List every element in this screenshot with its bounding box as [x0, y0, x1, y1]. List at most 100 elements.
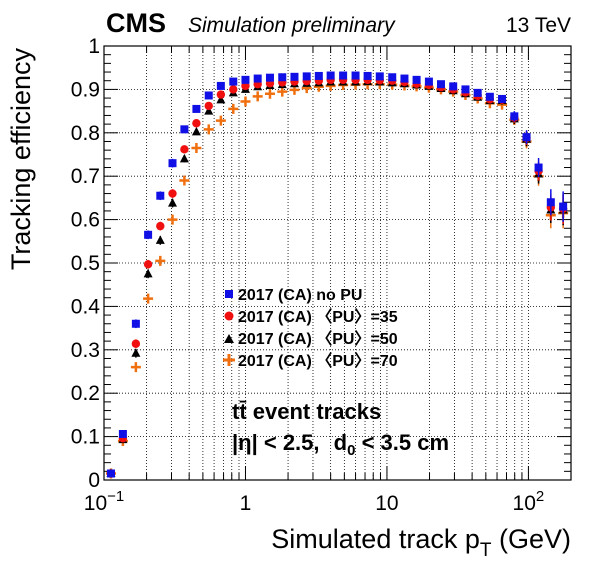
data-point-nopu	[449, 82, 458, 91]
marker-square	[559, 202, 568, 211]
marker-cross	[228, 103, 239, 114]
marker-cross	[277, 86, 288, 97]
x-axis-title-sub: T	[480, 540, 492, 561]
data-point-nopu	[106, 469, 115, 478]
data-point-pu70	[130, 362, 141, 373]
plot-frame	[103, 45, 572, 481]
data-point-pu35	[131, 339, 141, 349]
y-tick-label: 0.8	[71, 122, 100, 145]
data-point-nopu	[156, 191, 165, 201]
x-axis-title: Simulated track pT (GeV)	[271, 524, 571, 561]
marker-square	[449, 82, 458, 91]
marker-square	[351, 71, 360, 80]
status-label: Simulation preliminary	[188, 14, 396, 37]
legend-entry-pu50: 2017 (CA) 〈PU〉=50	[224, 330, 398, 348]
marker-triangle	[131, 348, 141, 357]
data-point-nopu	[510, 111, 519, 122]
y-tick-label: 0.1	[71, 426, 100, 449]
data-point-nopu	[400, 74, 409, 83]
x-tick-exponent: −1	[107, 488, 124, 505]
marker-square	[180, 125, 189, 134]
marker-square	[144, 230, 153, 239]
marker-square	[461, 85, 470, 94]
y-axis-title: Tracking efficiency	[6, 48, 36, 271]
marker-square	[412, 75, 421, 84]
data-point-nopu	[326, 71, 335, 80]
marker-square	[241, 75, 250, 84]
x-tick-labels: 10−1 1 10 102	[84, 488, 544, 515]
data-point-pu70	[240, 96, 251, 107]
marker-circle	[229, 85, 238, 94]
marker-circle	[180, 145, 189, 154]
legend-marker-cross	[223, 354, 235, 366]
legend-marker-square	[225, 290, 233, 298]
marker-cross	[252, 91, 263, 102]
data-point-pu70	[203, 124, 214, 135]
marker-square	[436, 80, 445, 89]
marker-square	[118, 429, 127, 438]
y-tick-label: 0.2	[71, 382, 100, 405]
data-point-nopu	[522, 130, 531, 145]
data-point-nopu	[375, 72, 384, 81]
data-point-pu70	[277, 86, 288, 97]
data-point-pu35	[143, 259, 153, 269]
marker-triangle	[179, 153, 189, 163]
data-point-nopu	[302, 72, 311, 81]
marker-square	[363, 71, 372, 80]
data-point-pu70	[252, 91, 263, 102]
data-point-pu70	[155, 255, 166, 266]
data-point-nopu	[131, 319, 140, 329]
data-point-nopu	[473, 88, 482, 97]
marker-square	[546, 198, 555, 207]
data-point-nopu	[534, 157, 543, 178]
marker-square	[204, 91, 213, 100]
legend-label-nopu: 2017 (CA) no PU	[238, 287, 362, 304]
axes	[103, 45, 572, 481]
x-tick-base: 10	[84, 492, 107, 515]
marker-cross	[191, 142, 202, 153]
x-tick-exponent: 2	[536, 488, 544, 505]
d0-cut-sub: 0	[347, 442, 355, 459]
data-point-pu35	[168, 189, 177, 198]
marker-cross	[143, 293, 154, 304]
marker-square	[424, 77, 433, 86]
legend-label-pu70: 2017 (CA) 〈PU〉=70	[238, 352, 398, 370]
data-point-nopu	[388, 73, 397, 82]
data-point-pu50	[155, 235, 165, 245]
data-point-pu50	[143, 268, 153, 279]
marker-square	[192, 104, 201, 113]
legend-label-pu50: 2017 (CA) 〈PU〉=50	[238, 330, 398, 348]
data-point-pu70	[143, 293, 154, 304]
legend-entry-nopu: 2017 (CA) no PU	[225, 287, 362, 304]
grid	[104, 46, 572, 480]
data-point-nopu	[339, 71, 348, 80]
marker-square	[400, 74, 409, 83]
marker-square	[326, 71, 335, 80]
data-point-nopu	[265, 73, 274, 82]
y-tick-label: 0.3	[71, 339, 100, 362]
marker-square	[522, 133, 531, 142]
data-point-nopu	[424, 77, 433, 86]
x-tick-base: 10	[513, 492, 536, 515]
marker-cross	[203, 124, 214, 135]
marker-circle	[192, 119, 201, 128]
eta-cut: |η| < 2.5,	[232, 430, 320, 455]
data-point-pu35	[229, 85, 238, 94]
data-point-nopu	[363, 71, 372, 80]
marker-circle	[216, 90, 226, 99]
marker-square	[473, 88, 482, 97]
data-point-pu70	[191, 142, 202, 153]
legend-marker-triangle	[224, 334, 234, 343]
data-point-nopu	[351, 71, 360, 80]
marker-triangle	[143, 268, 153, 278]
marker-square	[216, 81, 225, 90]
marker-cross	[240, 96, 251, 107]
marker-square	[229, 77, 238, 86]
marker-square	[339, 71, 348, 80]
data-series	[105, 71, 569, 479]
data-point-nopu	[253, 74, 262, 83]
data-point-pu35	[156, 221, 165, 231]
y-tick-label: 0.4	[71, 295, 101, 318]
data-point-nopu	[412, 75, 421, 84]
